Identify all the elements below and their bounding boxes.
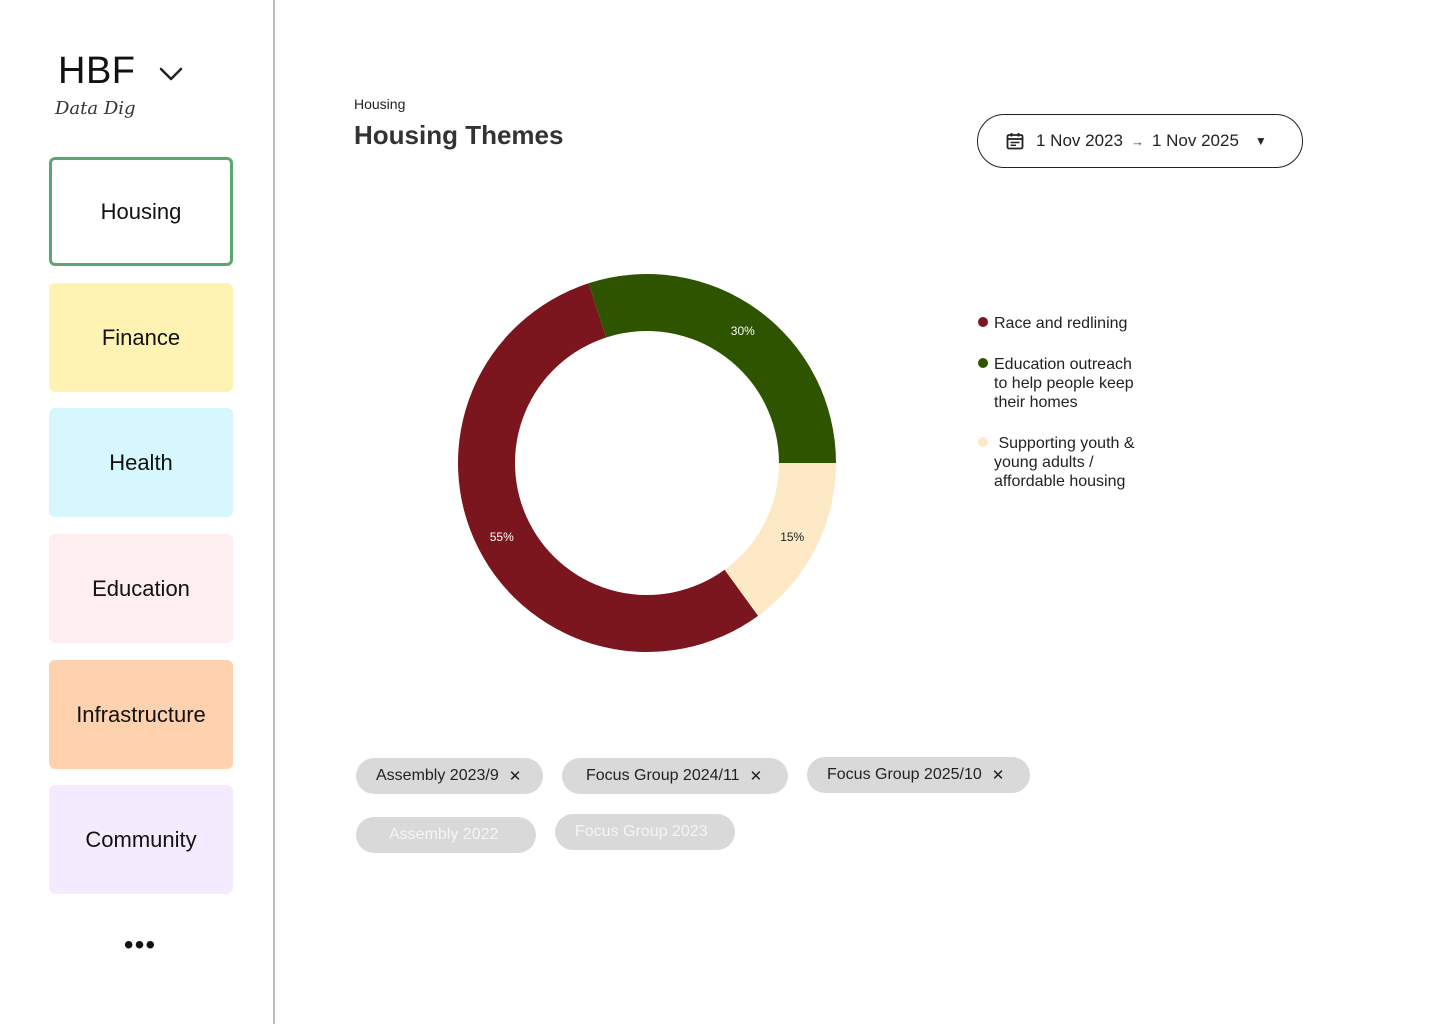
sidebar-item-infrastructure[interactable]: Infrastructure [49,660,233,769]
filter-chip-label: Assembly 2022 [389,826,499,843]
legend-label-line: Education outreach [994,356,1132,373]
sidebar-item-label: Finance [101,324,181,350]
legend-label-line: to help people keep [994,375,1134,392]
caret-down-icon: ▼ [1254,134,1267,148]
close-icon[interactable]: ✕ [508,768,522,785]
chevron-down-icon[interactable] [156,62,186,86]
sidebar-item-education[interactable]: Education [49,534,233,643]
legend-item: Race and redlining [978,314,1178,333]
filter-chip-assembly-2023-9[interactable]: Assembly 2023/9 ✕ [356,758,543,794]
sidebar-item-health[interactable]: Health [49,408,233,517]
donut-slice-label: 15% [780,530,804,544]
legend-item: Supporting youth & young adults / affordab… [978,434,1178,491]
donut-slice[interactable] [457,283,759,652]
housing-themes-donut-chart: 15% 55% 30% [457,274,836,652]
legend-label-line: their homes [994,394,1078,411]
legend-item: Education outreach to help people keep the… [978,355,1178,412]
sidebar-item-label: Education [92,575,190,601]
brand-logo: HBF [58,50,136,92]
legend-label-line: affordable housing [994,473,1126,490]
date-range-end: 1 Nov 2025 [1151,131,1239,150]
more-options-button[interactable]: ••• [123,929,157,960]
legend-label-line: Race and redlining [994,315,1128,332]
sidebar-item-label: Health [109,449,173,475]
legend-dot [978,317,988,327]
donut-slice[interactable] [724,463,836,616]
filter-chip-label: Focus Group 2024/11 [586,767,740,784]
filter-chip-label: Assembly 2023/9 [376,767,499,784]
legend-dot [978,437,988,447]
sidebar-item-label: Housing [100,198,182,224]
breadcrumb[interactable]: Housing [354,96,406,112]
date-range-start: 1 Nov 2023 [1036,131,1123,150]
sidebar-item-community[interactable]: Community [49,785,233,894]
sidebar-item-label: Infrastructure [76,701,206,727]
chart-legend: Race and redlining Education outreach to h… [978,314,1178,513]
legend-label-line: young adults / [994,454,1094,471]
donut-slice-label: 55% [490,530,514,544]
filter-chip-assembly-2022[interactable]: Assembly 2022 [356,817,536,853]
filter-chip-focus-group-2025-10[interactable]: Focus Group 2025/10 ✕ [807,757,1030,793]
sidebar-item-label: Community [85,826,197,852]
close-icon[interactable]: ✕ [749,768,763,785]
legend-label-line: Supporting youth & [994,435,1135,452]
close-icon[interactable]: ✕ [991,767,1005,784]
sidebar-item-finance[interactable]: Finance [49,283,233,392]
calendar-icon [1006,133,1024,150]
sidebar: HBF Data Dig Housing Finance Health Educ… [0,0,275,1024]
filter-chip-focus-group-2023[interactable]: Focus Group 2023 [555,814,735,850]
filter-chip-label: Focus Group 2023 [575,823,708,840]
donut-slice-label: 30% [731,324,755,338]
brand-subtitle: Data Dig [55,98,136,119]
filter-chip-focus-group-2024-11[interactable]: Focus Group 2024/11 ✕ [562,758,788,794]
filter-chip-label: Focus Group 2025/10 [827,766,982,783]
sidebar-item-housing[interactable]: Housing [49,157,233,266]
legend-dot [978,358,988,368]
arrow-right-icon: → [1130,133,1144,149]
page-title: Housing Themes [354,120,564,150]
date-range-picker[interactable]: 1 Nov 2023 → 1 Nov 2025 ▼ [977,114,1303,168]
donut-slice[interactable] [588,274,836,463]
